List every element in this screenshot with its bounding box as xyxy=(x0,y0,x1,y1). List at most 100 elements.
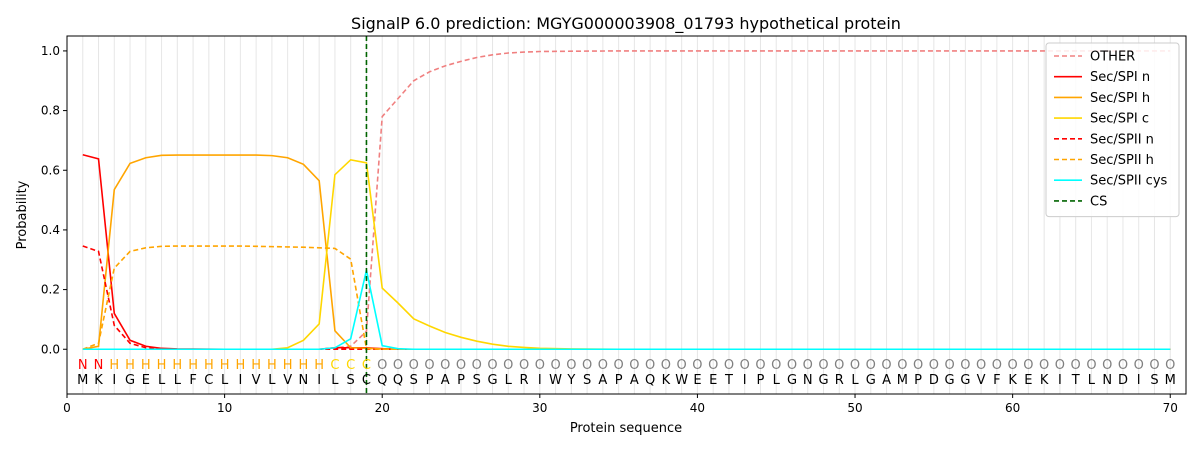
residue-label: S xyxy=(347,373,355,388)
series-line-1 xyxy=(82,153,1171,351)
x-tick-label: 60 xyxy=(1005,401,1020,415)
legend-label: Sec/SPII cys xyxy=(1090,174,1168,189)
series-line-6 xyxy=(82,270,1171,351)
residue-label: Y xyxy=(566,373,575,388)
region-label: O xyxy=(818,358,828,373)
region-label: O xyxy=(1023,358,1033,373)
residue-label: G xyxy=(125,373,135,388)
y-tick-label: 0.4 xyxy=(41,223,60,237)
y-tick-label: 0.0 xyxy=(41,342,60,356)
residue-label: L xyxy=(505,373,513,388)
region-label: O xyxy=(992,358,1002,373)
residue-label: A xyxy=(598,373,607,388)
residue-label: K xyxy=(94,373,103,388)
residue-label: E xyxy=(709,373,717,388)
region-label: O xyxy=(787,358,797,373)
region-label: O xyxy=(661,358,671,373)
region-label: O xyxy=(1102,358,1112,373)
region-label: O xyxy=(881,358,891,373)
residue-label: I xyxy=(238,373,242,388)
legend-label: Sec/SPI h xyxy=(1090,91,1150,106)
legend-label: Sec/SPI n xyxy=(1090,70,1150,85)
region-label: O xyxy=(866,358,876,373)
region-label: O xyxy=(1008,358,1018,373)
legend-label: OTHER xyxy=(1090,50,1135,65)
residue-label: V xyxy=(977,373,986,388)
residue-label: W xyxy=(549,373,562,388)
region-label: O xyxy=(929,358,939,373)
residue-label: Q xyxy=(393,373,403,388)
residue-label: I xyxy=(112,373,116,388)
residue-label: E xyxy=(142,373,150,388)
residue-label: P xyxy=(426,373,434,388)
residue-label: P xyxy=(457,373,465,388)
region-label: H xyxy=(267,358,277,373)
residue-label: A xyxy=(630,373,639,388)
region-label: O xyxy=(944,358,954,373)
residue-label: T xyxy=(1071,373,1080,388)
region-label: C xyxy=(362,358,371,373)
legend-box xyxy=(1045,42,1180,218)
residue-label: E xyxy=(693,373,701,388)
residue-label: R xyxy=(835,373,844,388)
series-lines xyxy=(82,50,1171,351)
region-label: H xyxy=(235,358,245,373)
region-label: O xyxy=(1071,358,1081,373)
region-label: O xyxy=(1149,358,1159,373)
region-label: O xyxy=(550,358,560,373)
x-tick-label: 70 xyxy=(1163,401,1178,415)
residue-label: V xyxy=(252,373,261,388)
residue-label: S xyxy=(583,373,591,388)
residue-label: G xyxy=(866,373,876,388)
residue-label: L xyxy=(221,373,229,388)
residue-label: E xyxy=(1024,373,1032,388)
x-tick-label: 0 xyxy=(63,401,71,415)
y-axis-label: Probability xyxy=(15,180,30,249)
residue-label: G xyxy=(960,373,970,388)
residue-label: P xyxy=(757,373,765,388)
region-label: O xyxy=(1134,358,1144,373)
region-label: H xyxy=(157,358,167,373)
region-label: O xyxy=(393,358,403,373)
region-label: O xyxy=(614,358,624,373)
x-tick-label: 50 xyxy=(847,401,862,415)
region-label: O xyxy=(1165,358,1175,373)
residue-label: S xyxy=(1150,373,1158,388)
residue-label: N xyxy=(1102,373,1112,388)
residue-label: M xyxy=(77,373,88,388)
residue-label: M xyxy=(1165,373,1176,388)
region-label: O xyxy=(897,358,907,373)
y-tick-label: 0.2 xyxy=(41,283,60,297)
region-label: O xyxy=(677,358,687,373)
residue-grid xyxy=(82,36,1171,394)
legend-label: Sec/SPII n xyxy=(1090,132,1154,147)
region-label: O xyxy=(645,358,655,373)
region-label: O xyxy=(771,358,781,373)
residue-label: I xyxy=(1137,373,1141,388)
legend-label: CS xyxy=(1090,194,1107,209)
series-line-4 xyxy=(82,245,1171,351)
residue-label: W xyxy=(675,373,688,388)
residue-label: I xyxy=(538,373,542,388)
residue-label: G xyxy=(787,373,797,388)
residue-label: S xyxy=(410,373,418,388)
x-tick-label: 30 xyxy=(532,401,547,415)
y-tick-label: 0.8 xyxy=(41,104,60,118)
residue-label: G xyxy=(818,373,828,388)
region-label: O xyxy=(803,358,813,373)
residue-label: I xyxy=(1058,373,1062,388)
region-label: O xyxy=(960,358,970,373)
region-label: O xyxy=(1039,358,1049,373)
residue-label: M xyxy=(897,373,908,388)
residue-label: I xyxy=(317,373,321,388)
x-tick-label: 40 xyxy=(690,401,705,415)
residue-label: G xyxy=(945,373,955,388)
region-label: O xyxy=(913,358,923,373)
region-label: O xyxy=(692,358,702,373)
residue-label: A xyxy=(441,373,450,388)
region-label: O xyxy=(519,358,529,373)
region-label: N xyxy=(94,358,104,373)
series-line-5 xyxy=(82,245,1171,351)
residue-label: L xyxy=(1088,373,1096,388)
